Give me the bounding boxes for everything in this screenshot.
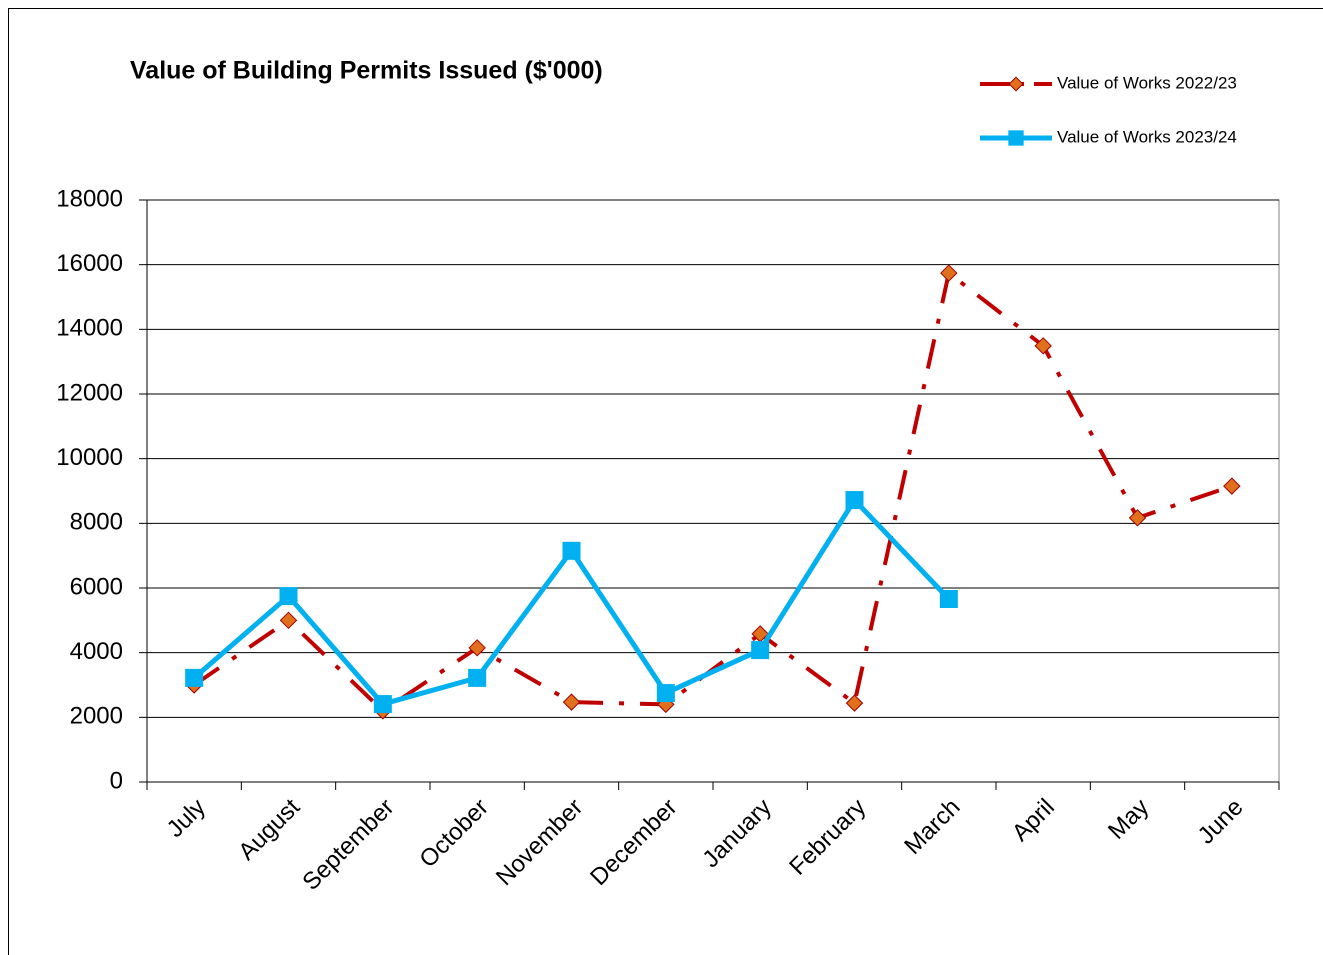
y-tick-label: 8000 [70,509,123,536]
x-tick-label: September [297,794,399,896]
marker [373,695,392,714]
marker [468,668,487,687]
marker [1008,130,1024,146]
y-tick-label: 6000 [70,573,123,600]
marker [939,589,958,608]
y-tick-label: 2000 [70,703,123,730]
chart-frame [8,8,1323,955]
y-tick-label: 4000 [70,638,123,665]
marker [940,264,958,282]
x-tick-label: April [1007,794,1060,847]
marker [279,611,298,630]
x-tick-label: January [697,794,776,873]
marker [1008,76,1024,92]
legend: Value of Works 2022/23 Value of Works 202… [980,73,1237,146]
plot-background [146,199,1280,783]
y-tick-label: 14000 [56,315,123,342]
marker [656,684,675,703]
x-tick-label: May [1103,794,1154,845]
marker [279,587,298,606]
marker [845,491,864,510]
marker [845,694,864,712]
plot-area: 0 2000 4000 6000 8000 10000 12000 14000 16000 180… [56,185,1280,896]
marker [751,641,770,660]
x-tick-label: December [585,794,682,891]
y-tick-label: 12000 [56,379,123,406]
y-tick-label: 0 [110,767,123,794]
marker [562,693,581,711]
chart-title: Value of Building Permits Issued ($'000) [130,57,603,85]
legend-label: Value of Works 2023/24 [1057,127,1237,146]
y-tick-label: 16000 [56,250,123,277]
marker [562,541,581,560]
x-tick-label: October [414,794,493,873]
x-tick-label: November [491,794,588,891]
marker [1034,337,1052,355]
x-tick-label: June [1193,794,1249,850]
x-tick-label: March [899,794,965,860]
x-tick-label: August [233,793,305,865]
legend-label: Value of Works 2022/23 [1057,73,1237,92]
marker [1223,477,1241,495]
marker [468,639,486,657]
x-tick-label: February [784,794,871,881]
y-tick-label: 18000 [56,185,123,212]
marker [185,668,204,687]
x-tick-label: July [162,794,211,843]
y-tick-label: 10000 [56,444,123,471]
marker [1128,509,1147,527]
